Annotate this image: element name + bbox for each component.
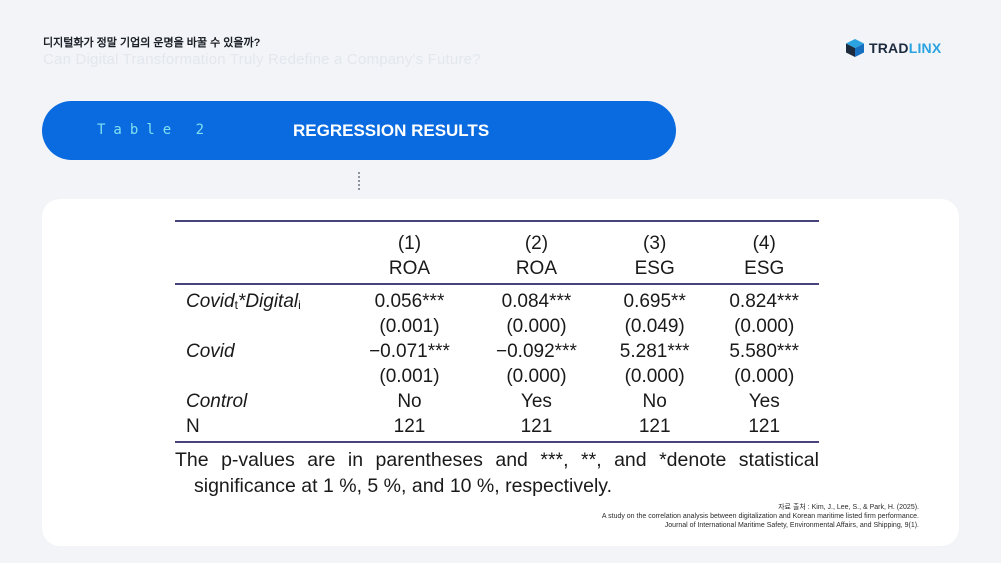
label-covid: Covid [186, 291, 235, 312]
coefficient-cell: 0.084*** [501, 291, 572, 312]
brand-name-part1: TRAD [869, 40, 909, 56]
p-value-cell: (0.001) [379, 366, 440, 387]
column-dependent-variable: ROA [346, 256, 473, 285]
table-row: Covidt*Digitali 0.056*** 0.084*** 0.695*… [175, 284, 819, 314]
coefficient-cell: 5.580*** [729, 341, 800, 362]
dotted-connector [358, 172, 360, 190]
p-value-cell: (0.000) [734, 366, 795, 387]
row-label-control: Control [186, 391, 248, 412]
brand-name-part2: LINX [908, 40, 942, 56]
column-dependent-variable: ESG [599, 256, 710, 285]
table-note: The p-values are in parentheses and ***,… [175, 447, 819, 499]
observation-count-cell: 121 [638, 416, 671, 437]
p-value-cell: (0.000) [734, 316, 795, 337]
header-title-korean: 디지털화가 정말 기업의 운명을 바꿀 수 있을까? [43, 37, 261, 49]
control-cell: Yes [520, 391, 552, 412]
column-number: (4) [752, 233, 776, 254]
label-subscript-t: t [234, 298, 238, 312]
coefficient-cell: −0.092*** [496, 341, 577, 362]
coefficient-cell: −0.071*** [369, 341, 450, 362]
column-dependent-variable: ESG [709, 256, 819, 285]
source-line: 자료 출처 : Kim, J., Lee, S., & Park, H. (20… [778, 504, 919, 511]
p-value-cell: (0.000) [506, 316, 567, 337]
row-label-empty [175, 364, 346, 389]
brand-name: TRADLINX [869, 40, 941, 56]
brand-logo: TRADLINX [845, 38, 941, 58]
observation-count-cell: 121 [748, 416, 781, 437]
control-cell: No [642, 391, 667, 412]
header-title-english: Can Digital Transformation Truly Redefin… [43, 51, 481, 68]
header-empty-cell [175, 221, 346, 256]
p-value-cell: (0.000) [624, 366, 685, 387]
source-line: A study on the correlation analysis betw… [601, 513, 919, 520]
table-row: N 121 121 121 121 [175, 414, 819, 442]
table-note-line: significance at 1 %, 5 %, and 10 %, resp… [194, 475, 613, 497]
label-subscript-i: i [298, 298, 301, 312]
table-header-row: (1) (2) (3) (4) [175, 221, 819, 256]
header-empty-cell [175, 256, 346, 285]
table-banner: Table 2 REGRESSION RESULTS [42, 101, 676, 160]
control-cell: Yes [748, 391, 780, 412]
table-header-row: ROA ROA ESG ESG [175, 256, 819, 285]
table-number-label: Table 2 [97, 122, 213, 138]
source-line: Journal of International Maritime Safety… [664, 522, 919, 529]
coefficient-cell: 5.281*** [619, 341, 690, 362]
coefficient-cell: 0.824*** [729, 291, 800, 312]
cube-logo-icon [846, 39, 864, 57]
column-number: (2) [524, 233, 549, 254]
control-cell: No [397, 391, 422, 412]
p-value-cell: (0.000) [506, 366, 567, 387]
p-value-cell: (0.001) [379, 316, 440, 337]
row-label-n: N [186, 416, 200, 437]
coefficient-cell: 0.056*** [374, 291, 445, 312]
table-card: (1) (2) (3) (4) ROA ROA ESG ESG Covidt*D… [42, 199, 959, 546]
observation-count-cell: 121 [393, 416, 426, 437]
table-row: (0.001) (0.000) (0.000) (0.000) [175, 364, 819, 389]
observation-count-cell: 121 [520, 416, 553, 437]
row-label-covid: Covid [186, 341, 235, 362]
table-title: REGRESSION RESULTS [293, 121, 490, 140]
row-label-interaction: Covidt*Digitali [175, 284, 346, 314]
table-row: (0.001) (0.000) (0.049) (0.000) [175, 314, 819, 339]
regression-table: (1) (2) (3) (4) ROA ROA ESG ESG Covidt*D… [175, 220, 819, 443]
table-row: Control No Yes No Yes [175, 389, 819, 414]
table-row: Covid −0.071*** −0.092*** 5.281*** 5.580… [175, 339, 819, 364]
column-number: (1) [397, 233, 422, 254]
column-number: (3) [643, 233, 667, 254]
p-value-cell: (0.049) [624, 316, 685, 337]
label-digital: *Digital [237, 291, 299, 312]
source-citation: 자료 출처 : Kim, J., Lee, S., & Park, H. (20… [602, 503, 919, 530]
row-label-empty [175, 314, 346, 339]
table-note-line: The p-values are in parentheses and ***,… [175, 449, 819, 471]
column-dependent-variable: ROA [472, 256, 600, 285]
coefficient-cell: 0.695** [623, 291, 686, 312]
